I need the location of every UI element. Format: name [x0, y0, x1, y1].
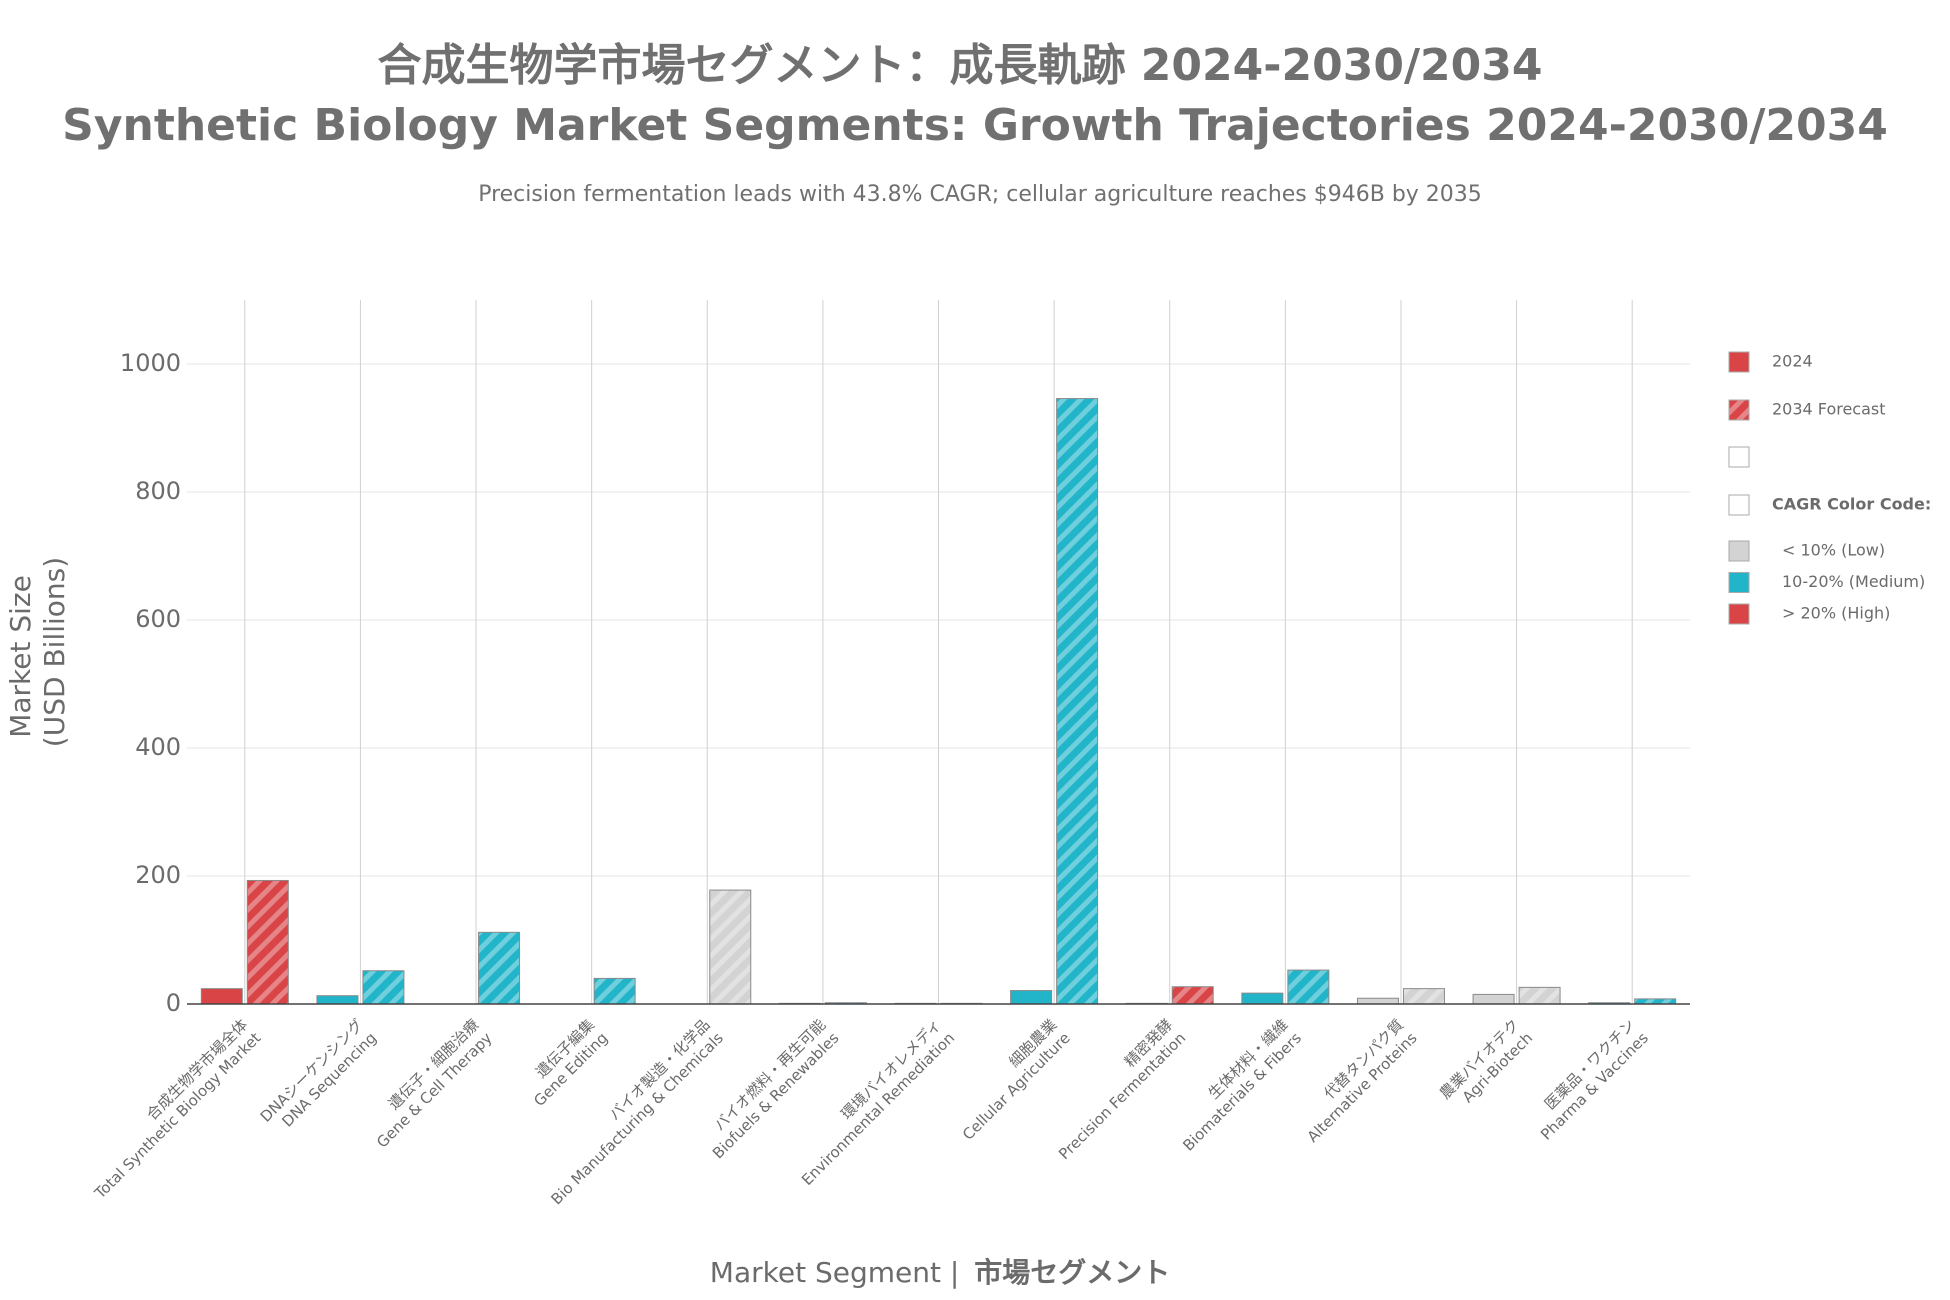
legend-label: 2034 Forecast — [1772, 400, 1886, 419]
bar — [1634, 998, 1677, 1005]
x-tick-label-en: Biomaterials & Fibers — [1179, 1028, 1305, 1154]
x-tick-label-en: Precision Fermentation — [1055, 1029, 1189, 1163]
bar — [246, 879, 289, 1005]
legend-label: 2024 — [1772, 352, 1813, 371]
legend-label: 10-20% (Medium) — [1782, 572, 1925, 591]
chart-title: Synthetic Biology Market Segments: Growt… — [62, 100, 1888, 151]
bar — [316, 995, 359, 1005]
bar — [1241, 992, 1284, 1005]
legend-swatch — [1728, 572, 1750, 593]
legend-swatch — [1728, 351, 1750, 373]
y-axis-label-line: (USD Billions) — [38, 557, 71, 747]
chart-subtitle: Precision fermentation leads with 43.8% … — [478, 182, 1482, 207]
y-tick-label: 400 — [135, 733, 181, 761]
bar — [1287, 969, 1330, 1005]
bar — [1056, 398, 1099, 1005]
x-tick-label: 合成生物学市場全体Total Synthetic Biology Market — [77, 1015, 264, 1202]
legend-title: CAGR Color Code: — [1772, 495, 1931, 514]
bar — [1472, 993, 1515, 1005]
bar — [362, 970, 405, 1005]
y-axis-label: Market Size (USD Billions) — [4, 557, 71, 747]
x-tick-label: 医薬品・ワクチンPharma & Vaccines — [1524, 1015, 1652, 1143]
x-tick-label: 生体材料・繊維Biomaterials & Fibers — [1166, 1015, 1305, 1154]
legend-label: > 20% (High) — [1782, 604, 1890, 623]
x-tick-label-en: Alternative Proteins — [1303, 1028, 1420, 1145]
bar — [1171, 986, 1214, 1005]
x-tick-label-en: Gene & Cell Therapy — [373, 1028, 496, 1151]
x-axis-label-ja: 市場セグメント — [974, 1256, 1170, 1289]
x-axis-label-en: Market Segment | — [710, 1256, 959, 1289]
legend-swatch — [1728, 540, 1750, 562]
x-axis-label: Market Segment | 市場セグメント — [710, 1256, 1170, 1289]
x-tick-label: 遺伝子・細胞治療Gene & Cell Therapy — [360, 1015, 496, 1151]
bar — [593, 977, 636, 1005]
bar — [1518, 986, 1561, 1005]
legend-swatch — [1728, 603, 1750, 625]
x-tick-label-en: Biofuels & Renewables — [709, 1028, 843, 1162]
legend-title-swatch — [1728, 494, 1750, 516]
chart-title-ja: 合成生物学市場セグメント：成長軌跡 2024-2030/2034 — [377, 40, 1542, 91]
bar — [709, 889, 752, 1005]
y-tick-label: 600 — [135, 605, 181, 633]
x-tick-label: 細胞農業Cellular Agriculture — [945, 1015, 1073, 1143]
x-tick-label: 代替タンパク質Alternative Proteins — [1290, 1015, 1420, 1145]
bar — [1356, 997, 1399, 1005]
x-tick-label-ja: バイオ燃料・再生可能 — [710, 1015, 829, 1134]
x-tick-label-en: Total Synthetic Biology Market — [90, 1028, 264, 1202]
bar — [1402, 988, 1445, 1005]
y-tick-label: 0 — [166, 989, 181, 1017]
y-tick-label: 200 — [135, 861, 181, 889]
bar — [478, 931, 521, 1005]
y-tick-label: 1000 — [120, 349, 181, 377]
bar — [1010, 990, 1053, 1005]
x-tick-label: 遺伝子編集Gene Editing — [517, 1015, 611, 1109]
legend-spacer — [1728, 446, 1750, 468]
x-tick-label: 農業バイオテクAgri-Biotech — [1436, 1015, 1536, 1115]
legend-label: < 10% (Low) — [1782, 541, 1885, 560]
y-tick-label: 800 — [135, 477, 181, 505]
y-axis-label-line: Market Size — [4, 575, 37, 738]
bar — [200, 988, 243, 1005]
x-tick-label: DNAシーケンシングDNA Sequencing — [256, 1015, 379, 1138]
legend-swatch — [1728, 399, 1750, 421]
